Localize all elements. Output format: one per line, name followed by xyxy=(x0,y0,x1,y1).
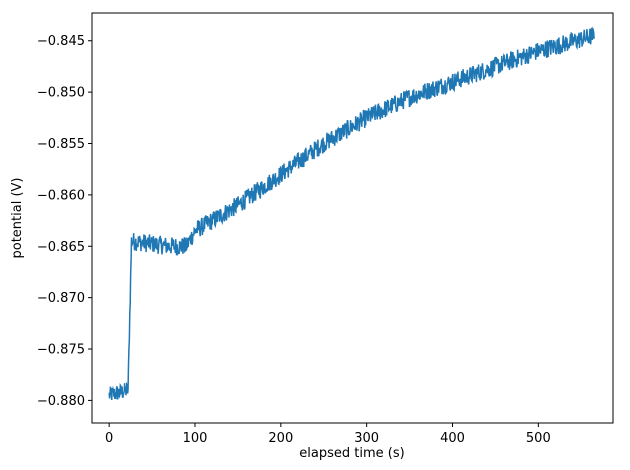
x-tick-label: 400 xyxy=(440,431,465,446)
y-tick-label: −0.845 xyxy=(37,34,85,49)
x-tick-label: 300 xyxy=(354,431,379,446)
y-axis-label: potential (V) xyxy=(10,178,25,259)
y-tick-label: −0.875 xyxy=(37,343,85,358)
potential-series-line xyxy=(108,26,595,401)
y-tick-label: −0.850 xyxy=(37,86,85,101)
x-tick-label: 200 xyxy=(268,431,293,446)
y-tick-label: −0.880 xyxy=(37,394,85,409)
x-tick-label: 0 xyxy=(105,431,113,446)
y-tick-label: −0.865 xyxy=(37,240,85,255)
y-tick-label: −0.870 xyxy=(37,291,85,306)
plot-area xyxy=(91,12,614,424)
y-axis-ticks: −0.880 −0.875 −0.870 −0.865 −0.860 −0.855 −0.8… xyxy=(37,34,92,409)
plot-frame xyxy=(91,12,614,424)
x-axis-ticks: 0 100 200 300 400 500 xyxy=(105,423,551,446)
y-tick-label: −0.855 xyxy=(37,137,85,152)
x-tick-label: 500 xyxy=(526,431,551,446)
x-axis-label: elapsed time (s) xyxy=(299,446,404,461)
y-tick-label: −0.860 xyxy=(37,188,85,203)
x-tick-label: 100 xyxy=(183,431,208,446)
